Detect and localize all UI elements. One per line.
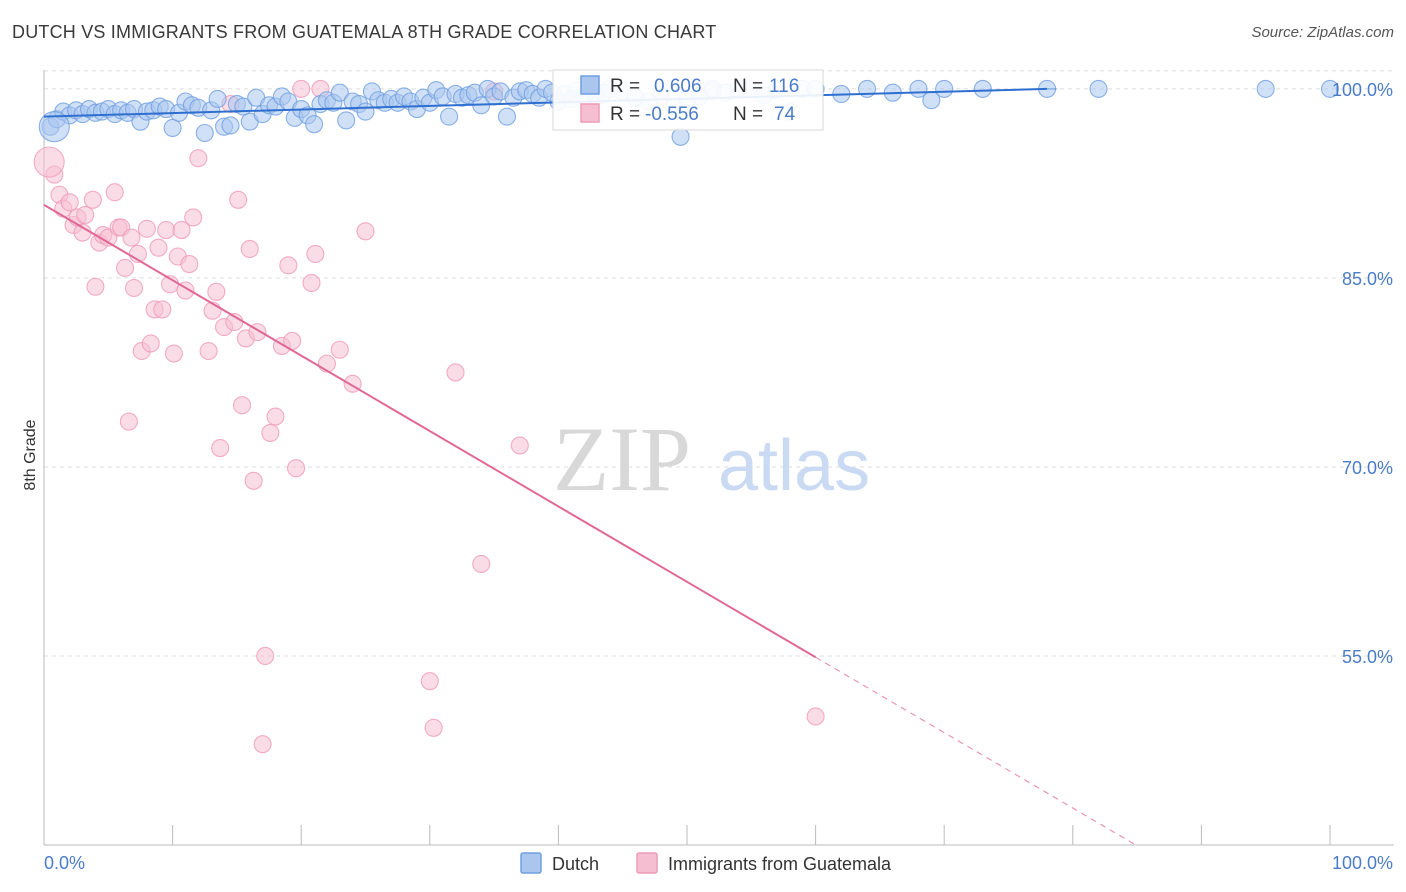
point-dutch-71: [497, 107, 517, 126]
point-guatemala-46: [240, 239, 259, 258]
y-axis-title: 8th Grade: [22, 419, 39, 490]
point-dutch-28: [221, 116, 240, 135]
y-tick-label-2: 70.0%: [1342, 458, 1393, 478]
point-guatemala-22: [137, 219, 156, 238]
legend-n-label-guatemala: N =: [733, 104, 763, 125]
point-dutch-24: [195, 123, 214, 143]
point-guatemala-31: [172, 220, 191, 240]
point-guatemala-29: [164, 344, 183, 363]
point-dutch-109: [935, 79, 954, 98]
point-guatemala-39: [211, 438, 230, 458]
legend-box: R = 0.606 N = 116 R = -0.556 N = 74: [552, 69, 824, 131]
point-guatemala-17: [119, 412, 138, 431]
trend-line-extension-guatemala: [815, 656, 1138, 847]
point-dutch-114: [1320, 79, 1340, 98]
bottom-legend-swatch-dutch: [520, 852, 542, 874]
legend-swatch-dutch: [580, 75, 600, 95]
point-guatemala-58: [302, 273, 321, 293]
point-guatemala-33: [180, 255, 199, 274]
axes: [43, 70, 1394, 846]
trend-line-guatemala: [43, 203, 817, 659]
bottom-legend-label-dutch: Dutch: [552, 854, 599, 874]
point-guatemala-27: [157, 220, 176, 240]
point-dutch-112: [1089, 79, 1108, 98]
bottom-legend-swatch-guatemala: [636, 852, 658, 874]
point-guatemala-62: [330, 340, 349, 359]
point-dutch-115: [671, 127, 690, 146]
point-guatemala-43: [229, 190, 248, 209]
point-guatemala-68: [472, 554, 491, 574]
point-guatemala-34: [184, 208, 203, 227]
point-dutch-62: [440, 107, 459, 126]
legend-n-label-dutch: N =: [733, 76, 763, 97]
point-guatemala-47: [244, 471, 263, 490]
point-guatemala-44: [232, 396, 252, 415]
legend-swatch-guatemala: [580, 103, 600, 123]
point-guatemala-51: [261, 423, 280, 442]
point-guatemala-13: [105, 183, 124, 202]
y-tick-label-3: 55.0%: [1342, 647, 1393, 667]
point-guatemala-8: [83, 190, 102, 209]
point-guatemala-19: [124, 278, 144, 298]
point-dutch-110: [973, 79, 992, 98]
y-tick-label-1: 85.0%: [1342, 269, 1393, 289]
point-guatemala-38: [207, 282, 226, 301]
point-guatemala-56: [287, 459, 306, 478]
legend-r-label-dutch: R =: [610, 76, 640, 97]
x-tick-label-left: 0.0%: [44, 853, 85, 873]
point-guatemala-26: [153, 300, 172, 319]
point-large-guatemala-0: [33, 146, 65, 178]
point-guatemala-7: [76, 205, 95, 224]
point-guatemala-66: [424, 718, 443, 737]
point-guatemala-3: [60, 193, 79, 212]
legend-r-value-guatemala: -0.556: [645, 104, 699, 125]
chart-title: DUTCH VS IMMIGRANTS FROM GUATEMALA 8TH G…: [12, 22, 717, 42]
series-guatemala-points: [33, 79, 825, 754]
point-dutch-45: [330, 83, 349, 102]
bottom-legend: Dutch Immigrants from Guatemala: [520, 852, 892, 874]
point-guatemala-67: [446, 363, 465, 382]
point-guatemala-71: [806, 707, 825, 726]
point-guatemala-59: [306, 244, 325, 264]
y-tick-label-0: 100.0%: [1332, 80, 1393, 100]
watermark-zip: ZIP: [553, 408, 691, 510]
point-guatemala-64: [356, 222, 375, 241]
grid-lines: [44, 70, 1394, 657]
legend-n-value-dutch: 116: [769, 76, 799, 97]
legend-r-label-guatemala: R =: [610, 104, 640, 125]
point-dutch-19: [163, 118, 182, 138]
point-guatemala-9: [86, 277, 105, 296]
point-dutch-113: [1256, 79, 1275, 98]
point-dutch-41: [305, 115, 324, 134]
legend-n-value-guatemala: 74: [774, 104, 796, 125]
tick-labels: 100.0% 85.0% 70.0% 55.0% 0.0% 100.0%: [44, 80, 1393, 873]
bottom-legend-label-guatemala: Immigrants from Guatemala: [668, 854, 892, 874]
point-guatemala-52: [266, 407, 285, 426]
point-dutch-46: [337, 111, 356, 130]
point-guatemala-70: [510, 436, 529, 455]
trend-line-dutch: [43, 87, 1048, 118]
trend-lines: [43, 87, 1138, 847]
watermark-atlas: atlas: [718, 426, 870, 506]
source-label: Source: ZipAtlas.com: [1251, 24, 1394, 41]
point-dutch-26: [208, 89, 227, 109]
point-large-dutch-0: [38, 111, 70, 143]
x-tick-label-right: 100.0%: [1332, 853, 1393, 873]
watermark: ZIP atlas: [553, 408, 870, 510]
point-guatemala-18: [122, 228, 141, 247]
point-guatemala-16: [115, 258, 135, 277]
point-guatemala-49: [253, 735, 272, 754]
point-guatemala-50: [256, 646, 275, 666]
point-guatemala-54: [279, 256, 298, 275]
point-guatemala-36: [199, 341, 218, 361]
point-guatemala-25: [149, 238, 168, 257]
point-guatemala-35: [189, 149, 208, 168]
legend-r-value-dutch: 0.606: [654, 76, 702, 97]
point-guatemala-23: [141, 334, 160, 353]
point-guatemala-57: [292, 79, 311, 98]
point-guatemala-65: [420, 672, 439, 691]
